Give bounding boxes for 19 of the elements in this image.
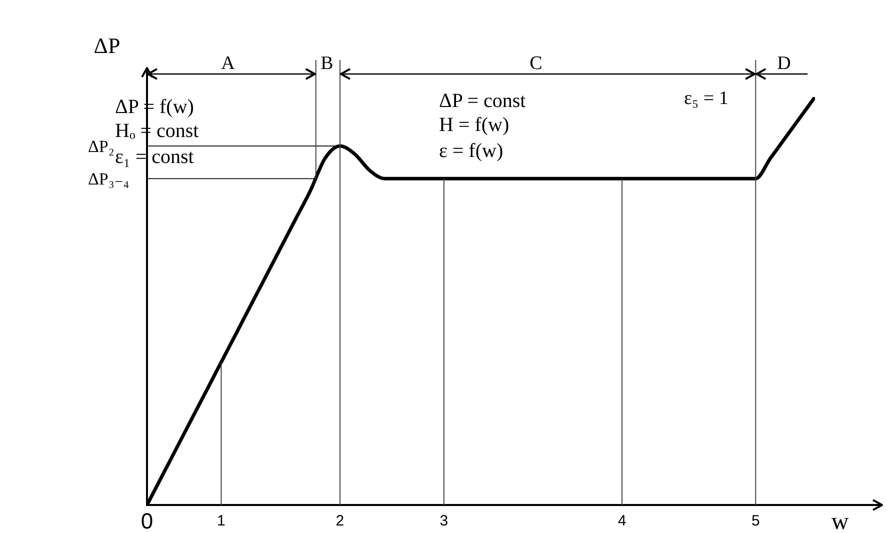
text: A xyxy=(221,52,236,74)
text: D xyxy=(777,52,791,74)
text: C xyxy=(530,52,542,74)
text: B xyxy=(320,52,334,74)
y-axis-title: ΔP xyxy=(94,32,120,58)
x-tick-label: 1 xyxy=(217,512,226,530)
x-tick-label: 3 xyxy=(440,512,448,530)
annotation: ΔP = const xyxy=(439,90,526,112)
annotation: ε₁ = const xyxy=(115,146,194,168)
x-tick-label: 5 xyxy=(751,512,760,530)
annotation: ε₅ = 1 xyxy=(684,88,728,108)
ref-line-label: ΔP₃₋₄ xyxy=(88,170,130,189)
x-tick-label: 0 xyxy=(140,508,154,533)
x-tick-label: 2 xyxy=(336,512,344,530)
annotation: ε = f(w) xyxy=(439,140,504,162)
annotation: H = f(w) xyxy=(439,114,510,136)
x-tick-label: 4 xyxy=(618,512,626,530)
x-axis-title: w xyxy=(831,509,850,533)
ref-line-label: ΔP₂ xyxy=(88,136,114,156)
